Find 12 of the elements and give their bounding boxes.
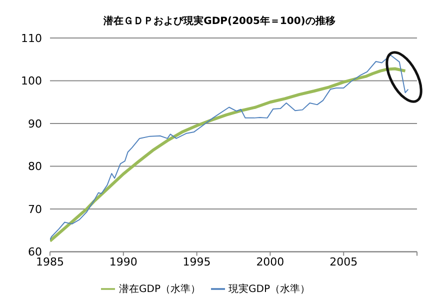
y-tick-label: 100 [21, 74, 42, 88]
legend-label: 現実GDP（水準） [228, 284, 310, 295]
y-tick-label: 80 [28, 160, 42, 174]
x-tick-label: 2000 [256, 256, 284, 269]
y-tick-label: 110 [21, 32, 42, 45]
y-tick-label: 90 [28, 117, 42, 130]
y-tick-label: 70 [28, 202, 42, 216]
legend-label: 潜在GDP（水準） [119, 284, 200, 295]
chart-title: 潜在ＧＤＰおよび現実GDP(2005年＝100)の推移 [102, 14, 336, 28]
x-tick-label: 1990 [109, 256, 138, 269]
x-tick-label: 2005 [330, 256, 358, 269]
x-tick-label: 1995 [182, 256, 211, 269]
